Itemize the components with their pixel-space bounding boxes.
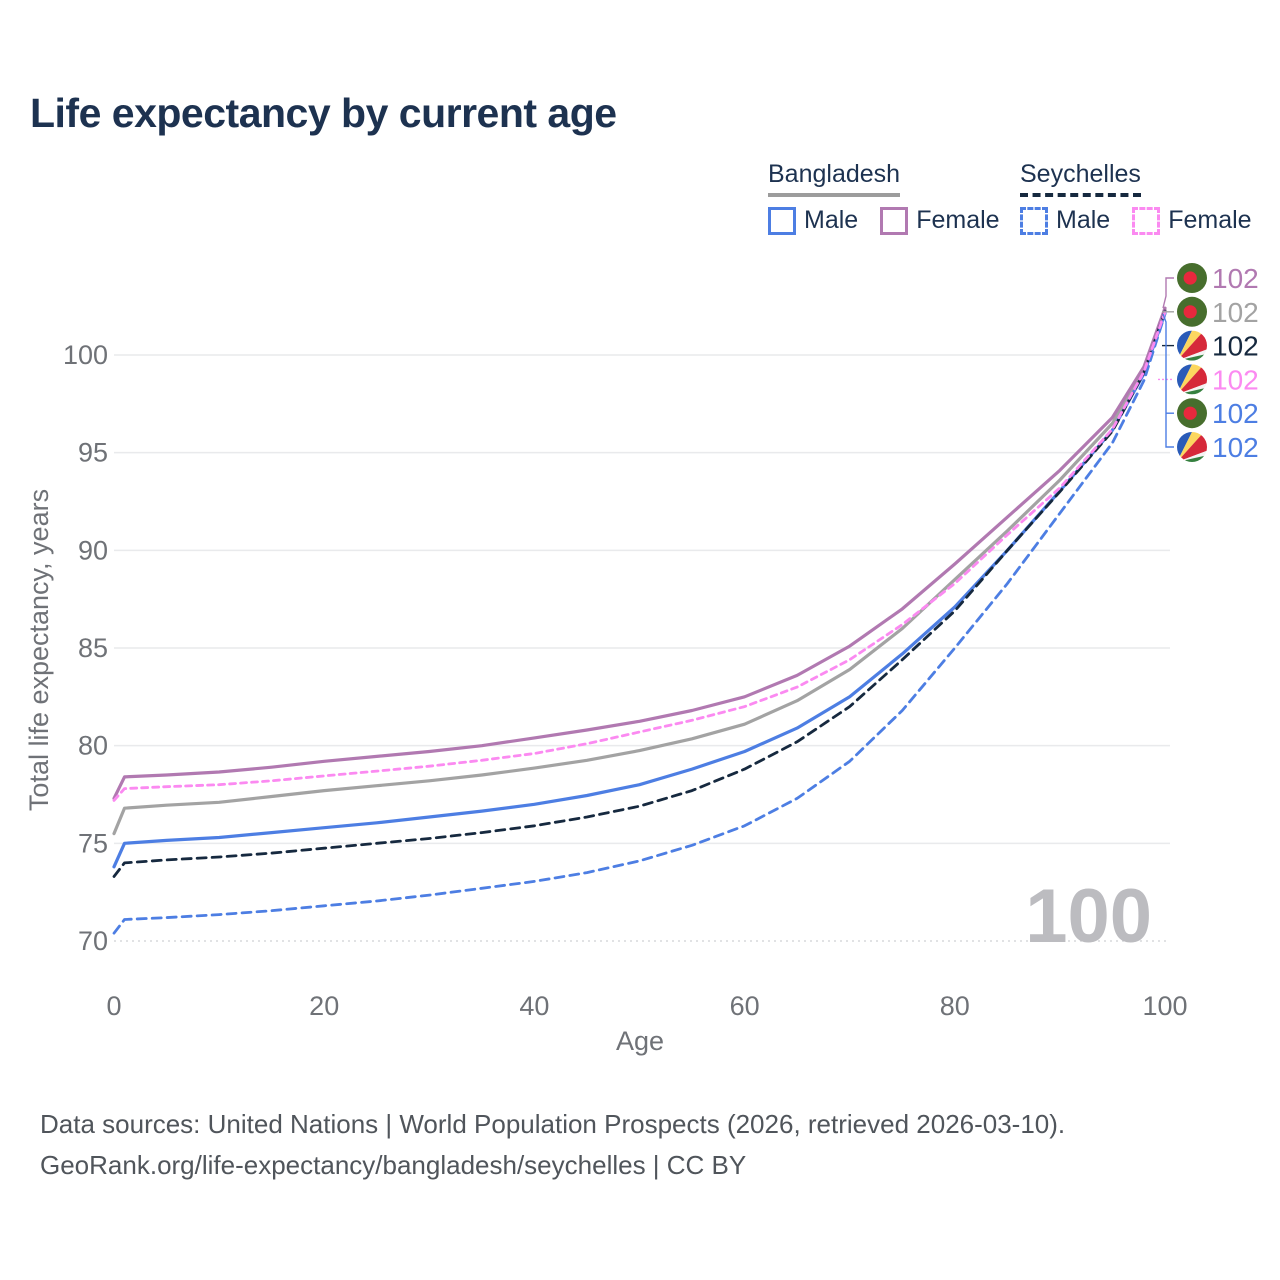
x-tick-label: 60 xyxy=(730,991,760,1021)
legend-label-bangladesh-female[interactable]: Female xyxy=(916,206,1000,234)
end-label-seychelles-male: 102 xyxy=(1212,432,1259,463)
legend-swatch-seychelles-male[interactable] xyxy=(1020,206,1048,235)
leader-line xyxy=(1162,313,1174,448)
y-tick-label: 70 xyxy=(78,926,108,956)
footer-sources: Data sources: United Nations | World Pop… xyxy=(40,1109,1066,1139)
series-line-bangladesh-male[interactable] xyxy=(112,311,1167,869)
legend-swatch-bangladesh-male[interactable] xyxy=(768,206,796,235)
seychelles-flag-icon xyxy=(1177,432,1207,462)
footer-attribution: GeoRank.org/life-expectancy/bangladesh/s… xyxy=(40,1150,747,1180)
y-tick-label: 80 xyxy=(78,731,108,761)
y-tick-label: 85 xyxy=(78,633,108,663)
seychelles-flag-icon xyxy=(1177,330,1207,361)
page-title: Life expectancy by current age xyxy=(30,90,617,136)
x-tick-label: 100 xyxy=(1142,991,1187,1021)
bangladesh-flag-icon xyxy=(1177,398,1207,429)
bangladesh-flag-icon xyxy=(1177,296,1207,327)
x-tick-label: 20 xyxy=(309,991,339,1021)
footer: Data sources: United Nations | World Pop… xyxy=(40,1104,1065,1186)
bangladesh-flag-icon xyxy=(1177,263,1207,293)
end-label-bangladesh-female: 102 xyxy=(1212,263,1259,294)
legend-swatch-bangladesh-female[interactable] xyxy=(880,206,909,235)
end-label-seychelles-female: 102 xyxy=(1212,364,1259,395)
legend-swatch-seychelles-female[interactable] xyxy=(1132,206,1161,235)
y-tick-label: 75 xyxy=(78,828,108,858)
seychelles-flag-icon xyxy=(1177,364,1207,395)
x-axis-title: Age xyxy=(616,1026,664,1056)
x-tick-label: 0 xyxy=(106,991,121,1021)
legend-group-bangladesh: Bangladesh Male Female xyxy=(768,160,1022,235)
end-label-seychelles: 102 xyxy=(1212,331,1259,362)
series-line-seychelles[interactable] xyxy=(112,309,1167,878)
legend-country-seychelles[interactable]: Seychelles xyxy=(1020,160,1141,197)
y-tick-label: 95 xyxy=(78,438,108,468)
series-line-bangladesh[interactable] xyxy=(112,308,1167,836)
watermark-age-label: 100 xyxy=(1025,874,1152,959)
end-label-bangladesh: 102 xyxy=(1212,297,1259,328)
series-line-seychelles-male[interactable] xyxy=(112,312,1167,935)
x-tick-label: 40 xyxy=(519,991,549,1021)
y-tick-label: 100 xyxy=(63,340,108,370)
legend-label-bangladesh-male[interactable]: Male xyxy=(804,206,859,234)
leader-line xyxy=(1162,277,1174,309)
y-tick-label: 90 xyxy=(78,535,108,565)
legend-group-seychelles: Seychelles Male Female xyxy=(1020,160,1274,235)
legend-label-seychelles-male[interactable]: Male xyxy=(1056,206,1111,234)
legend-label-seychelles-female[interactable]: Female xyxy=(1168,206,1252,234)
legend-country-bangladesh[interactable]: Bangladesh xyxy=(768,160,901,197)
end-label-bangladesh-male: 102 xyxy=(1212,398,1259,429)
legend: Bangladesh Male Female Seychelles Male F… xyxy=(0,160,1280,250)
x-tick-label: 80 xyxy=(940,991,970,1021)
series-line-bangladesh-female[interactable] xyxy=(112,306,1167,800)
y-axis-title: Total life expectancy, years xyxy=(24,489,54,811)
series-line-seychelles-female[interactable] xyxy=(112,310,1167,802)
